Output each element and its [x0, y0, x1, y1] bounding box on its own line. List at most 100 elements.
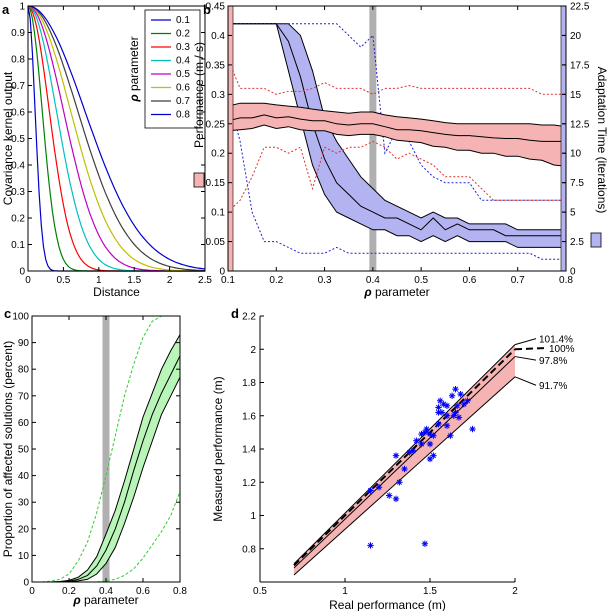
y-axis-label: Measured performance (m) [211, 376, 225, 521]
legend-entry: 0.1 [176, 15, 190, 26]
y-tick-label: 1 [19, 2, 25, 13]
reference-label: 97.8% [539, 356, 567, 367]
data-point [392, 495, 400, 503]
performance-legend-swatch [193, 172, 205, 188]
y-tick-label: 0.2 [11, 214, 25, 225]
reference-label: 91.7% [539, 381, 567, 392]
highlight-bar [369, 6, 377, 271]
marker-stroke [444, 423, 450, 429]
y-tick-label: 70 [18, 391, 30, 402]
data-point [418, 440, 425, 448]
data-point [457, 390, 464, 398]
y-tick-label: 0.3 [211, 90, 225, 101]
adaptation-axis-colorbar [560, 5, 567, 272]
rho-symbol: ρ [127, 94, 141, 102]
x-tick-label: 2 [512, 586, 518, 597]
data-point [386, 492, 393, 499]
marker-stroke [456, 414, 462, 421]
marker-stroke [367, 487, 374, 494]
x-tick-label: 0.6 [136, 586, 150, 597]
x-tick-label: 1 [96, 275, 102, 286]
data-point [375, 484, 383, 491]
data-point [435, 404, 442, 411]
x-axis-label: Real performance (m) [329, 598, 446, 611]
panel-letter: b [203, 2, 211, 17]
y-axis-label: Covariance kernel output [1, 71, 15, 205]
legend-entry: 0.8 [176, 110, 190, 121]
marker-stroke [401, 466, 408, 472]
reference-leader [514, 376, 537, 386]
legend-entry: 0.4 [176, 56, 190, 67]
marker-stroke [435, 421, 442, 427]
y-tick-label: 0 [19, 267, 25, 278]
data-point [464, 397, 471, 404]
marker-stroke [396, 479, 402, 485]
data-point [401, 465, 408, 473]
legend-title-text: parameter [127, 36, 141, 94]
y-tick-label: 0.2 [211, 149, 225, 160]
y-tick-label: 0.45 [206, 2, 226, 13]
marker-stroke [427, 441, 433, 447]
data-point [413, 437, 420, 444]
x-tick-label: 1.5 [423, 586, 437, 597]
y-right-tick-label: 2.5 [570, 237, 584, 248]
kernel-line-0.8 [27, 5, 206, 270]
x-tick-label: 1 [342, 586, 348, 597]
marker-stroke [454, 403, 460, 409]
data-point [421, 540, 429, 547]
legend-entry: 0.3 [176, 42, 190, 53]
x-tick-label: 0.5 [414, 275, 428, 286]
legend-entry: 0.7 [176, 96, 190, 107]
marker-stroke [430, 453, 436, 459]
y-tick-label: 0.8 [11, 55, 25, 66]
y-tick-label: 1.2 [242, 478, 256, 489]
adaptation-band [228, 23, 566, 248]
x-axis-label: ρ parameter [72, 593, 138, 607]
y-tick-label: 60 [18, 418, 30, 429]
data-point [438, 409, 446, 416]
marker-stroke [439, 409, 445, 416]
reference-label: 100% [549, 344, 575, 355]
data-point [423, 425, 430, 433]
data-point [430, 432, 437, 439]
panel-letter: d [231, 306, 239, 321]
y-tick-label: 0.5 [11, 134, 25, 145]
proportion-max-line [32, 315, 180, 583]
legend-box [144, 9, 201, 129]
data-point [454, 402, 461, 409]
marker-stroke [393, 496, 399, 502]
rho-symbol: ρ [72, 593, 80, 607]
y-tick-label: 0.1 [211, 208, 225, 219]
y-tick-label: 0.05 [206, 237, 226, 248]
marker-stroke [444, 403, 450, 409]
marker-stroke [418, 441, 425, 447]
plot-frame [227, 5, 567, 272]
y-right-tick-label: 0 [570, 267, 576, 278]
proportion-min-line [32, 491, 181, 583]
panel-letter: a [2, 2, 10, 17]
x-tick-label: 1.5 [127, 275, 141, 286]
data-point [367, 542, 374, 549]
y-tick-label: 80 [18, 365, 30, 376]
panel-letter: c [4, 306, 11, 321]
data-point [435, 420, 442, 428]
y-tick-label: 10 [18, 551, 30, 562]
x-tick-label: 0.6 [462, 275, 476, 286]
data-point [455, 414, 463, 421]
plot-background [260, 316, 515, 582]
y-tick-label: 0.1 [11, 240, 25, 251]
x-tick-label: 0.4 [99, 586, 113, 597]
y-tick-label: 0.6 [11, 108, 25, 119]
y-tick-label: 0.15 [206, 178, 226, 189]
marker-stroke [386, 492, 392, 499]
y-right-tick-label: 15 [570, 90, 582, 101]
marker-stroke [367, 542, 374, 549]
data-point [460, 400, 468, 408]
marker-stroke [437, 398, 443, 404]
marker-stroke [469, 426, 476, 432]
x-tick-label: 0.3 [318, 275, 332, 286]
performance-min-line [227, 140, 566, 213]
reference-line-91.7% [293, 376, 516, 576]
x-tick-label: 0.5 [253, 586, 267, 597]
adaptation-legend-swatch [590, 232, 602, 248]
